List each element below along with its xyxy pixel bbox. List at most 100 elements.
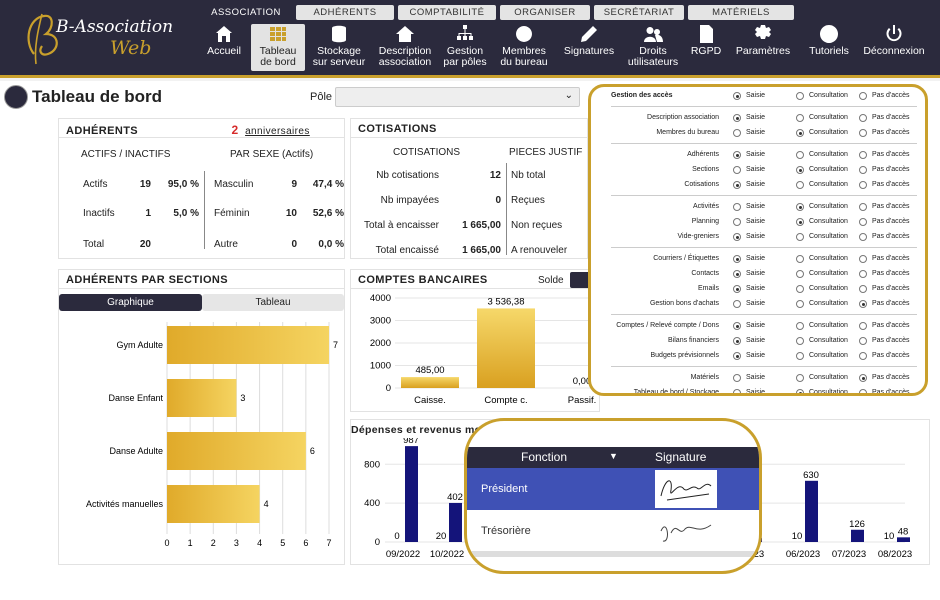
nav-users[interactable]: Droits utilisateurs xyxy=(622,24,684,71)
access-radio[interactable] xyxy=(733,285,741,293)
nav-pen[interactable]: Signatures xyxy=(558,24,620,71)
nav-dashboard[interactable]: Tableau de bord xyxy=(251,24,305,71)
access-radio[interactable] xyxy=(796,203,804,211)
access-radio[interactable] xyxy=(859,389,867,393)
sex-count: 10 xyxy=(285,208,297,219)
access-radio[interactable] xyxy=(733,151,741,159)
access-option-label: Saisie xyxy=(746,92,766,99)
access-radio[interactable] xyxy=(796,166,804,174)
access-radio[interactable] xyxy=(859,352,867,360)
access-radio[interactable] xyxy=(733,166,741,174)
pole-select[interactable]: ⌄ xyxy=(335,87,580,107)
access-radio[interactable] xyxy=(733,233,741,241)
access-radio[interactable] xyxy=(796,151,804,159)
x-tick-label: 0 xyxy=(164,538,169,548)
access-radio[interactable] xyxy=(796,218,804,226)
access-radio[interactable] xyxy=(733,181,741,189)
y-tick-label: 1000 xyxy=(370,361,391,372)
access-radio[interactable] xyxy=(733,322,741,330)
access-radio[interactable] xyxy=(859,218,867,226)
access-radio[interactable] xyxy=(859,233,867,241)
access-radio[interactable] xyxy=(796,255,804,263)
access-radio[interactable] xyxy=(796,322,804,330)
access-radio[interactable] xyxy=(733,129,741,137)
y-tick-label: 400 xyxy=(364,498,380,509)
access-radio[interactable] xyxy=(733,255,741,263)
tab-tableau[interactable]: Tableau xyxy=(202,294,344,311)
access-radio[interactable] xyxy=(733,352,741,360)
category-label: Gym Adulte xyxy=(116,340,163,350)
access-radio[interactable] xyxy=(796,92,804,100)
access-radio[interactable] xyxy=(796,270,804,278)
access-radio[interactable] xyxy=(859,270,867,278)
nav-gear[interactable]: Paramètres xyxy=(730,24,796,71)
menu-tab[interactable]: ADHÉRENTS xyxy=(296,5,394,20)
access-row-label: Activités xyxy=(692,203,719,210)
nav-group[interactable]: Membres du bureau xyxy=(496,24,552,71)
menu-tab[interactable]: SECRÉTARIAT xyxy=(594,5,684,20)
access-radio[interactable] xyxy=(859,337,867,345)
access-radio[interactable] xyxy=(733,114,741,122)
access-option-label: Saisie xyxy=(746,151,766,158)
scrollbar[interactable] xyxy=(467,551,759,557)
access-radio[interactable] xyxy=(859,374,867,382)
nav-house[interactable]: Description association xyxy=(374,24,436,71)
access-radio[interactable] xyxy=(733,270,741,278)
access-radio[interactable] xyxy=(796,114,804,122)
menu-tab[interactable]: COMPTABILITÉ xyxy=(398,5,496,20)
access-row-label: Gestion bons d'achats xyxy=(649,300,719,307)
nav-help[interactable]: Tutoriels xyxy=(802,24,856,71)
sort-icon[interactable]: ▼ xyxy=(609,451,618,461)
access-radio[interactable] xyxy=(796,374,804,382)
sections-card: ADHÉRENTS PAR SECTIONS Graphique Tableau… xyxy=(58,269,345,565)
access-row-label: Courriers / Étiquettes xyxy=(653,255,719,262)
access-radio[interactable] xyxy=(733,389,741,393)
access-radio[interactable] xyxy=(859,300,867,308)
nav-home[interactable]: Accueil xyxy=(200,24,248,71)
access-row-label: Adhérents xyxy=(687,151,719,158)
cot-label: Nb impayées xyxy=(380,195,439,206)
nav-label: Signatures xyxy=(563,45,615,57)
access-radio[interactable] xyxy=(859,114,867,122)
access-radio[interactable] xyxy=(733,92,741,100)
hierarchy-icon xyxy=(457,25,473,40)
access-radio[interactable] xyxy=(796,352,804,360)
divider xyxy=(611,106,917,107)
access-radio[interactable] xyxy=(796,285,804,293)
bar xyxy=(401,377,459,388)
access-radio[interactable] xyxy=(733,374,741,382)
access-radio[interactable] xyxy=(733,337,741,345)
cot-value: 12 xyxy=(489,170,501,181)
data-label: 0 xyxy=(394,531,399,542)
access-radio[interactable] xyxy=(733,203,741,211)
menu-tab[interactable]: ORGANISER xyxy=(500,5,590,20)
access-radio[interactable] xyxy=(859,203,867,211)
tab-graphique[interactable]: Graphique xyxy=(59,294,202,311)
menu-tab[interactable]: ASSOCIATION xyxy=(211,7,281,18)
nav-power[interactable]: Déconnexion xyxy=(858,24,930,71)
access-radio[interactable] xyxy=(796,181,804,189)
nav-file-lock[interactable]: RGPD xyxy=(686,24,726,71)
access-radio[interactable] xyxy=(859,285,867,293)
access-radio[interactable] xyxy=(733,300,741,308)
anniversaries-link[interactable]: anniversaires xyxy=(245,126,310,137)
access-radio[interactable] xyxy=(859,255,867,263)
nav-database[interactable]: Stockage sur serveur xyxy=(307,24,371,71)
access-radio[interactable] xyxy=(796,300,804,308)
access-radio[interactable] xyxy=(859,166,867,174)
access-radio[interactable] xyxy=(796,389,804,393)
access-radio[interactable] xyxy=(796,129,804,137)
access-radio[interactable] xyxy=(859,322,867,330)
access-radio[interactable] xyxy=(796,337,804,345)
access-radio[interactable] xyxy=(859,92,867,100)
menu-tab[interactable]: MATÉRIELS xyxy=(688,5,794,20)
data-label: 402 xyxy=(447,492,463,503)
nav-label: Droits xyxy=(639,45,667,57)
access-radio[interactable] xyxy=(796,233,804,241)
access-radio[interactable] xyxy=(859,151,867,159)
access-radio[interactable] xyxy=(733,218,741,226)
access-option-label: Saisie xyxy=(746,352,766,359)
access-radio[interactable] xyxy=(859,129,867,137)
access-radio[interactable] xyxy=(859,181,867,189)
nav-hierarchy[interactable]: Gestion par pôles xyxy=(440,24,490,71)
